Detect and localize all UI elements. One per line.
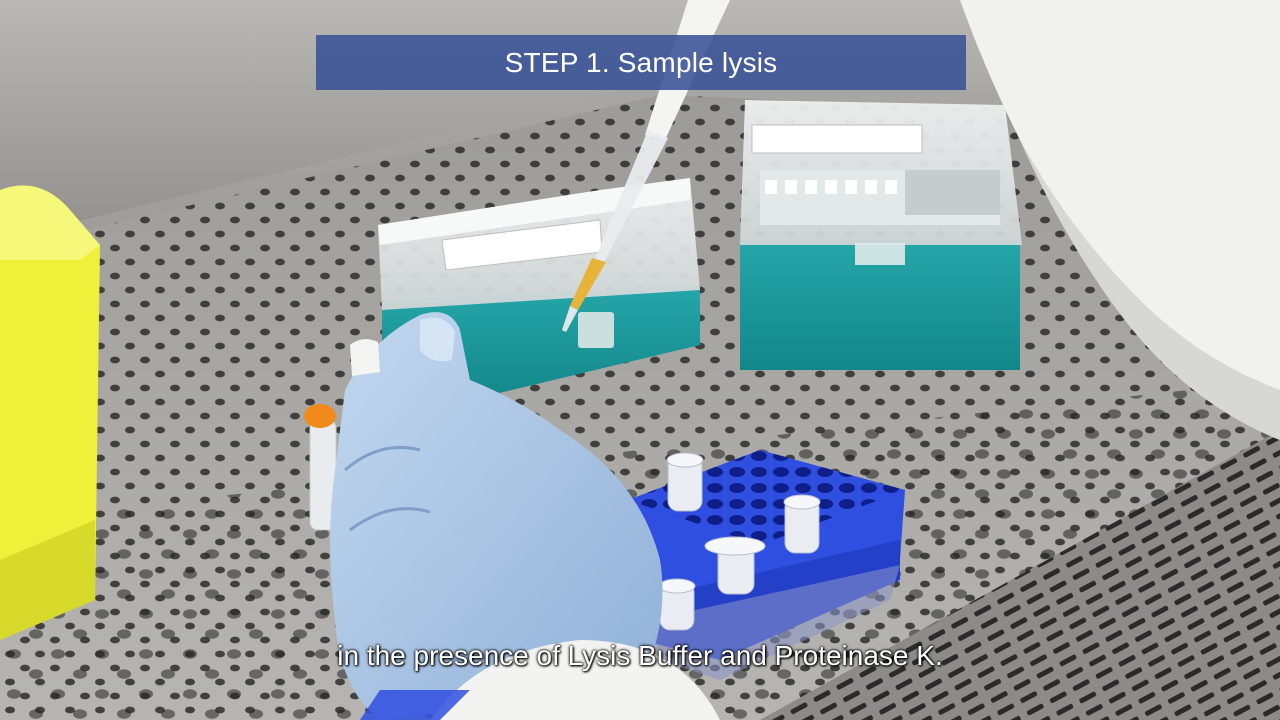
pipette-tip-box-right <box>740 100 1022 370</box>
orange-cap-tube <box>304 404 337 531</box>
gloved-hand <box>330 312 663 720</box>
lab-coat-sleeve <box>960 0 1280 440</box>
video-subtitle: in the presence of Lysis Buffer and Prot… <box>337 640 943 671</box>
step-title: STEP 1. Sample lysis <box>504 46 778 78</box>
yellow-waste-bin <box>0 185 100 640</box>
step-title-banner: STEP 1. Sample lysis <box>316 35 966 90</box>
tubes-in-rack <box>658 452 821 631</box>
lab-coat-cuff <box>430 640 720 720</box>
